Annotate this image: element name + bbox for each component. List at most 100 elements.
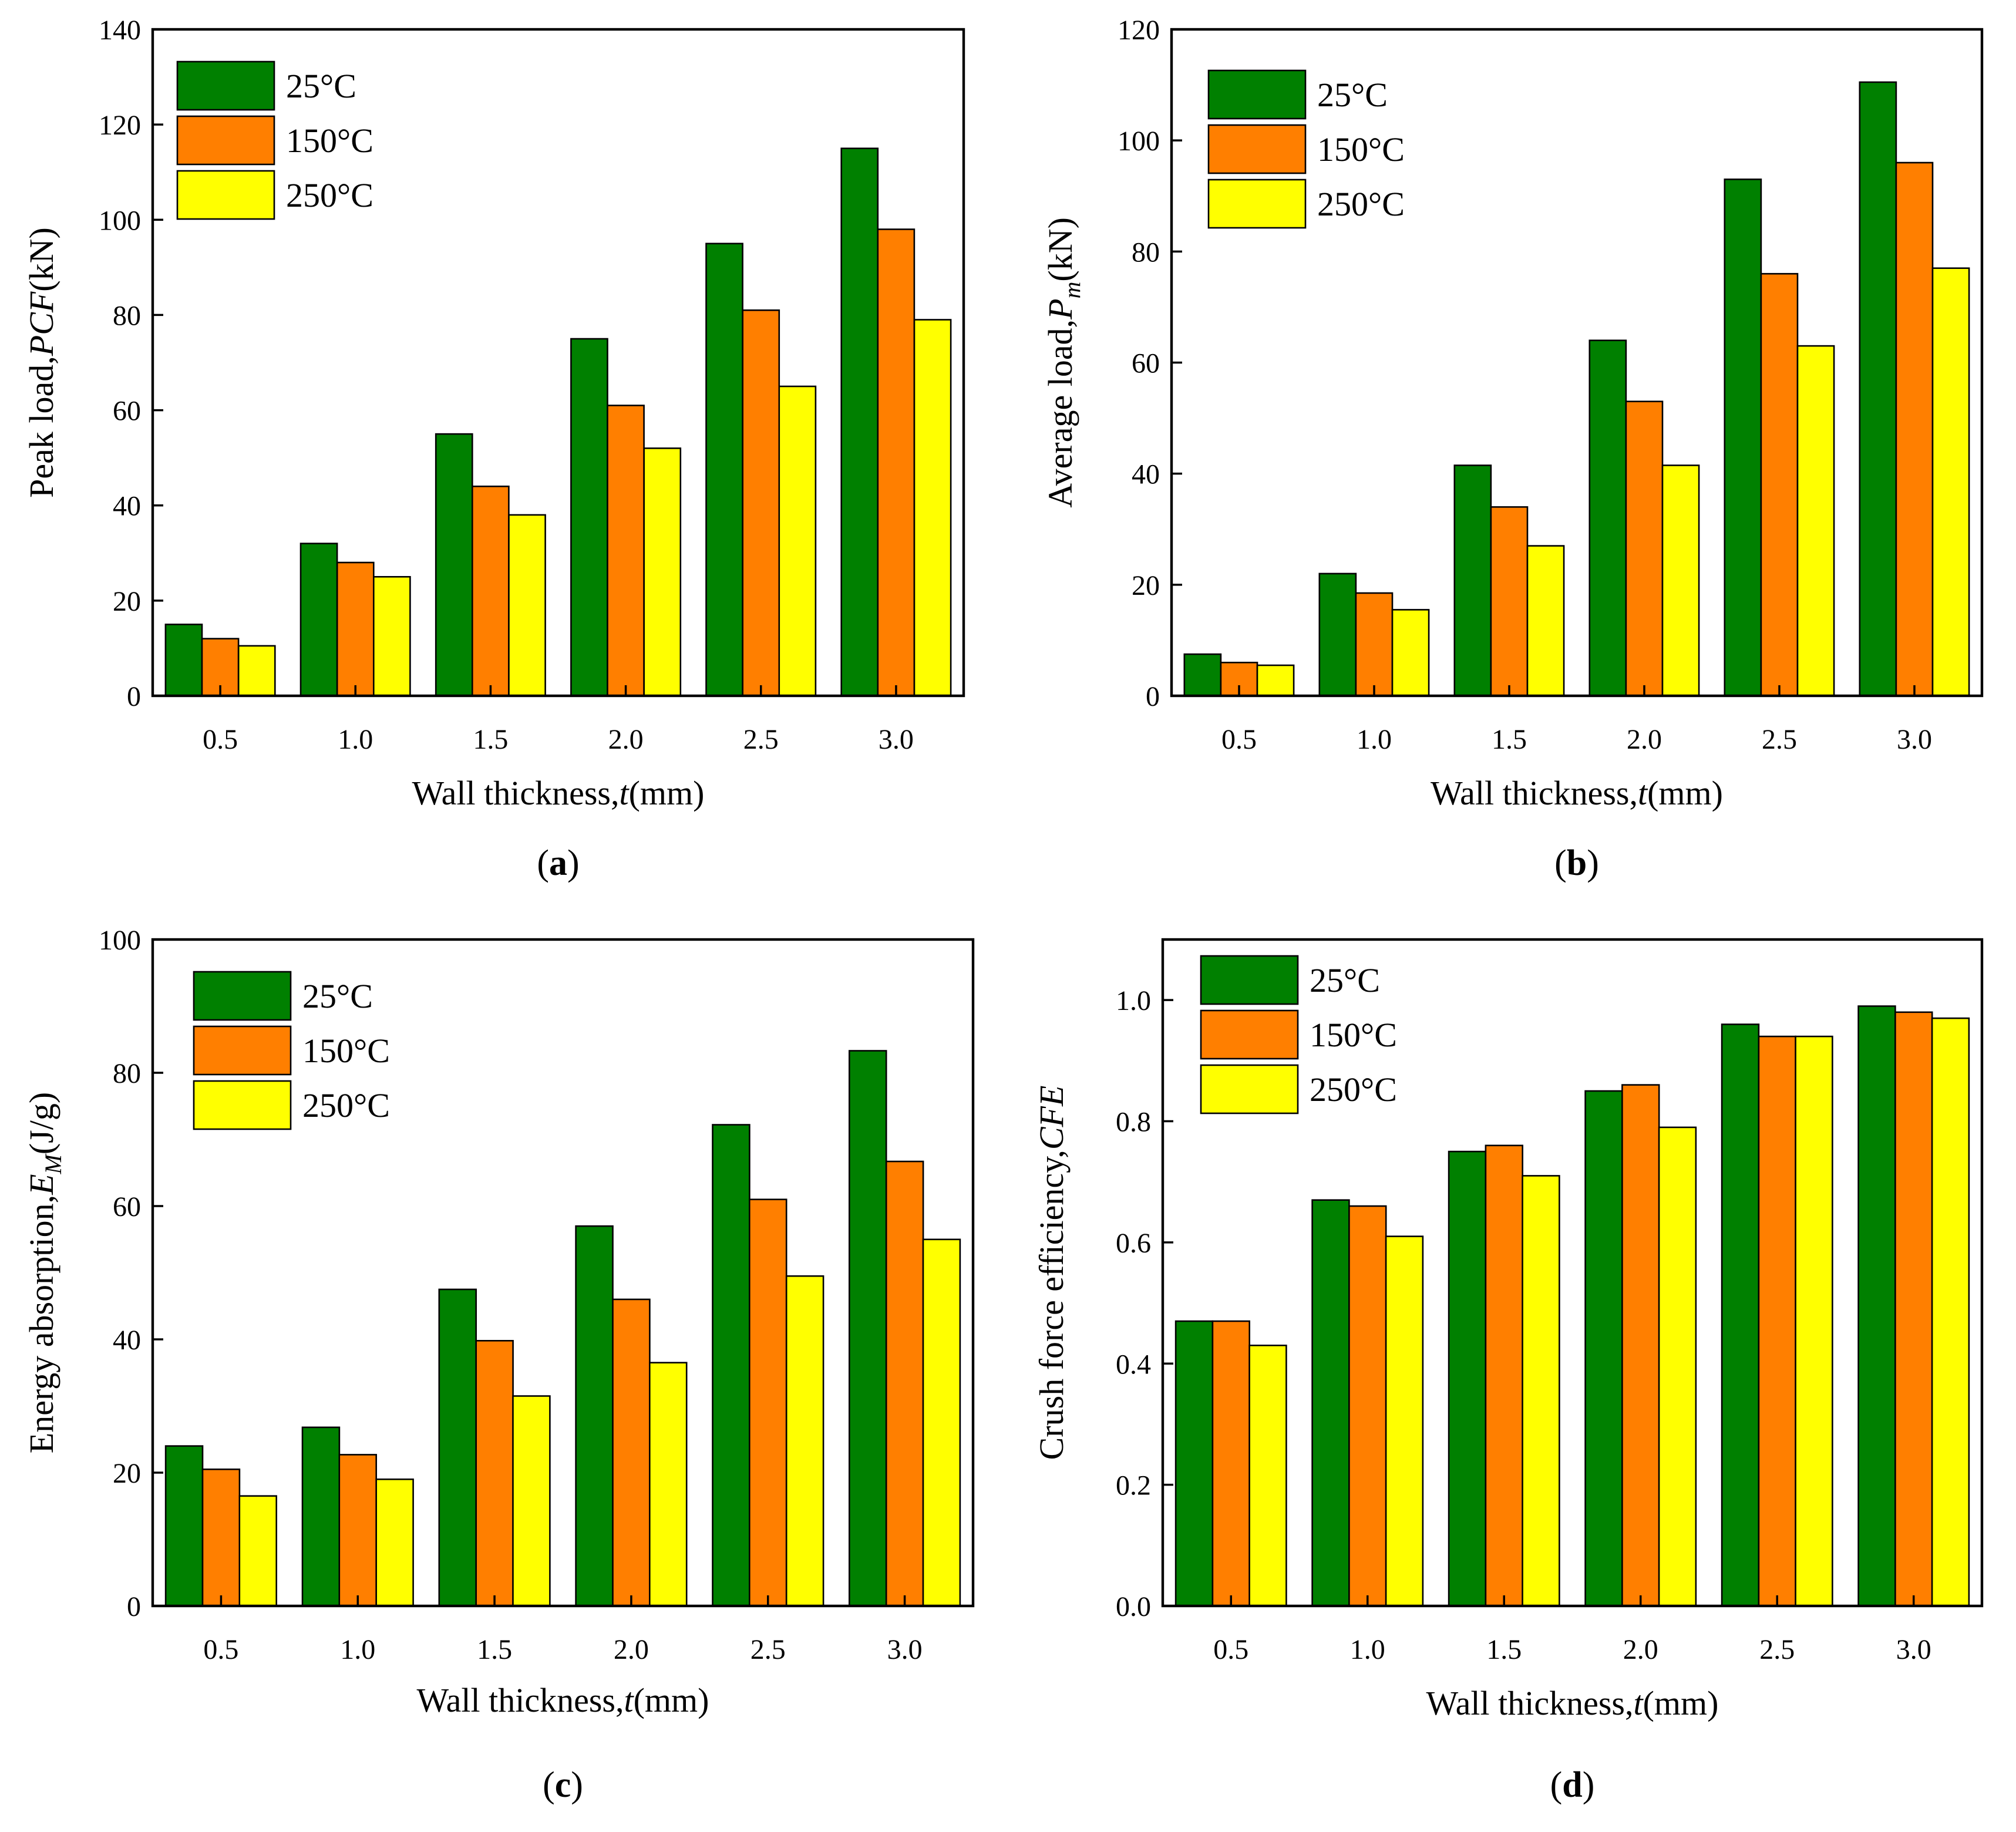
y-axis-label: Peak load,PCF(kN) bbox=[22, 227, 60, 498]
bar-d-25c-2.0 bbox=[1584, 1090, 1623, 1607]
chart-panel-a: 0 20 40 60 80 100 120 140 0.5 1.0 1.5 2.0 2.5 3.0 Wall… bbox=[22, 15, 965, 883]
bar-a-25c-2.5 bbox=[705, 243, 743, 697]
bar-d-25c-1.0 bbox=[1311, 1199, 1350, 1607]
x-tick-label: 1.0 bbox=[340, 1634, 375, 1665]
bar-c-250c-2.5 bbox=[785, 1275, 824, 1607]
bar-a-250c-1.0 bbox=[372, 575, 411, 697]
bar-c-150c-0.5 bbox=[201, 1469, 241, 1607]
y-tick-label: 100 bbox=[1118, 126, 1160, 157]
bar-b-25c-3.0 bbox=[1859, 81, 1897, 697]
x-tick-label: 2.5 bbox=[1762, 724, 1797, 755]
legend-label: 250°C bbox=[302, 1086, 390, 1124]
legend: 25°C 150°C 250°C bbox=[176, 60, 373, 220]
y-tick-label: 60 bbox=[113, 1191, 141, 1223]
legend-label: 25°C bbox=[302, 977, 373, 1015]
panel-caption-c: (c) bbox=[543, 1765, 583, 1805]
y-tick-label: 20 bbox=[113, 586, 141, 617]
bar-c-250c-0.5 bbox=[238, 1495, 277, 1607]
bar-c-25c-2.5 bbox=[712, 1124, 750, 1607]
bar-b-150c-2.0 bbox=[1625, 400, 1664, 697]
legend-label: 250°C bbox=[286, 176, 373, 214]
y-tick-label: 60 bbox=[113, 396, 141, 427]
legend-label: 150°C bbox=[1310, 1016, 1397, 1054]
bar-a-25c-1.5 bbox=[435, 433, 473, 697]
bar-a-250c-0.5 bbox=[237, 645, 276, 697]
bar-c-25c-1.5 bbox=[438, 1288, 477, 1607]
legend-label: 25°C bbox=[1317, 76, 1388, 114]
legend-swatch-250c bbox=[176, 170, 275, 220]
bar-b-150c-3.0 bbox=[1895, 161, 1934, 697]
y-tick-label: 40 bbox=[1132, 459, 1160, 490]
y-tick-label: 80 bbox=[113, 300, 141, 331]
x-tick-label: 3.0 bbox=[887, 1634, 923, 1665]
x-tick-label: 2.0 bbox=[608, 724, 644, 755]
legend: 25°C 150°C 250°C bbox=[1200, 955, 1397, 1114]
legend-label: 250°C bbox=[1310, 1070, 1397, 1109]
x-tick-label: 2.0 bbox=[1627, 724, 1662, 755]
y-tick-label: 0 bbox=[127, 1591, 141, 1622]
chart-panel-d: 0.0 0.2 0.4 0.6 0.8 1.0 0.5 1.0 1.5 2.0 2.5 3.0 Wall… bbox=[1032, 938, 1984, 1805]
panel-caption-a: (a) bbox=[537, 843, 579, 883]
y-tick-label: 1.0 bbox=[1116, 985, 1151, 1016]
bar-b-150c-2.5 bbox=[1760, 272, 1799, 697]
bar-a-150c-2.0 bbox=[607, 405, 645, 697]
bar-d-150c-3.0 bbox=[1894, 1011, 1933, 1607]
bar-d-25c-1.5 bbox=[1448, 1150, 1487, 1607]
x-tick-label: 3.0 bbox=[1897, 724, 1932, 755]
legend-label: 150°C bbox=[1317, 130, 1405, 169]
legend-swatch-25c bbox=[176, 60, 275, 111]
bar-b-250c-0.5 bbox=[1256, 664, 1295, 697]
bar-c-150c-1.0 bbox=[338, 1454, 377, 1607]
bar-a-250c-2.5 bbox=[778, 385, 817, 697]
panel-caption-d: (d) bbox=[1550, 1765, 1595, 1805]
y-tick-label: 0.2 bbox=[1116, 1470, 1151, 1501]
y-tick-label: 100 bbox=[99, 925, 141, 956]
x-tick-label: 1.5 bbox=[1492, 724, 1527, 755]
y-tick-label: 120 bbox=[99, 110, 141, 141]
x-tick-label: 1.5 bbox=[1486, 1634, 1522, 1665]
bar-a-250c-2.0 bbox=[643, 447, 682, 697]
panel-caption-b: (b) bbox=[1554, 843, 1599, 883]
bar-d-25c-2.5 bbox=[1721, 1023, 1760, 1607]
bar-b-250c-2.0 bbox=[1661, 464, 1700, 697]
y-tick-label: 40 bbox=[113, 491, 141, 522]
bar-d-150c-2.0 bbox=[1621, 1084, 1660, 1607]
bar-d-250c-2.0 bbox=[1658, 1126, 1697, 1607]
bar-c-25c-0.5 bbox=[164, 1445, 204, 1607]
bar-d-150c-0.5 bbox=[1211, 1320, 1250, 1607]
bar-b-250c-1.5 bbox=[1526, 545, 1565, 697]
x-tick-label: 1.0 bbox=[1357, 724, 1392, 755]
bar-b-25c-0.5 bbox=[1183, 653, 1222, 697]
x-tick-label: 1.5 bbox=[473, 724, 508, 755]
plot-frame bbox=[1161, 938, 1984, 1608]
x-tick-label: 2.5 bbox=[1759, 1634, 1795, 1665]
y-tick-label: 0.4 bbox=[1116, 1349, 1151, 1380]
x-tick-label: 2.0 bbox=[614, 1634, 649, 1665]
bar-c-250c-3.0 bbox=[922, 1238, 961, 1607]
y-tick-label: 20 bbox=[113, 1458, 141, 1489]
legend-swatch-150c bbox=[1207, 124, 1307, 174]
x-axis-label: Wall thickness,t(mm) bbox=[417, 1681, 709, 1719]
bar-d-250c-1.0 bbox=[1385, 1235, 1424, 1607]
legend-swatch-25c bbox=[193, 971, 292, 1021]
bar-c-25c-2.0 bbox=[575, 1225, 614, 1607]
x-tick-label: 1.0 bbox=[338, 724, 373, 755]
legend-label: 150°C bbox=[302, 1032, 390, 1070]
bar-c-25c-3.0 bbox=[849, 1050, 887, 1607]
bar-c-250c-2.0 bbox=[649, 1362, 688, 1607]
bar-d-150c-2.5 bbox=[1758, 1035, 1796, 1607]
y-tick-label: 80 bbox=[1132, 237, 1160, 268]
bar-d-150c-1.5 bbox=[1485, 1144, 1523, 1607]
bar-a-25c-3.0 bbox=[840, 147, 879, 697]
x-axis-label: Wall thickness,t(mm) bbox=[1431, 774, 1723, 812]
legend-swatch-250c bbox=[1207, 179, 1307, 229]
x-axis-label: Wall thickness,t(mm) bbox=[1426, 1684, 1719, 1722]
x-tick-label: 0.5 bbox=[1213, 1634, 1248, 1665]
legend-label: 250°C bbox=[1317, 185, 1405, 223]
bar-a-150c-2.5 bbox=[742, 309, 780, 697]
bar-d-25c-0.5 bbox=[1174, 1320, 1214, 1607]
bar-a-25c-1.0 bbox=[299, 543, 338, 697]
bar-c-150c-1.5 bbox=[475, 1340, 514, 1607]
bar-b-25c-1.0 bbox=[1318, 572, 1357, 697]
